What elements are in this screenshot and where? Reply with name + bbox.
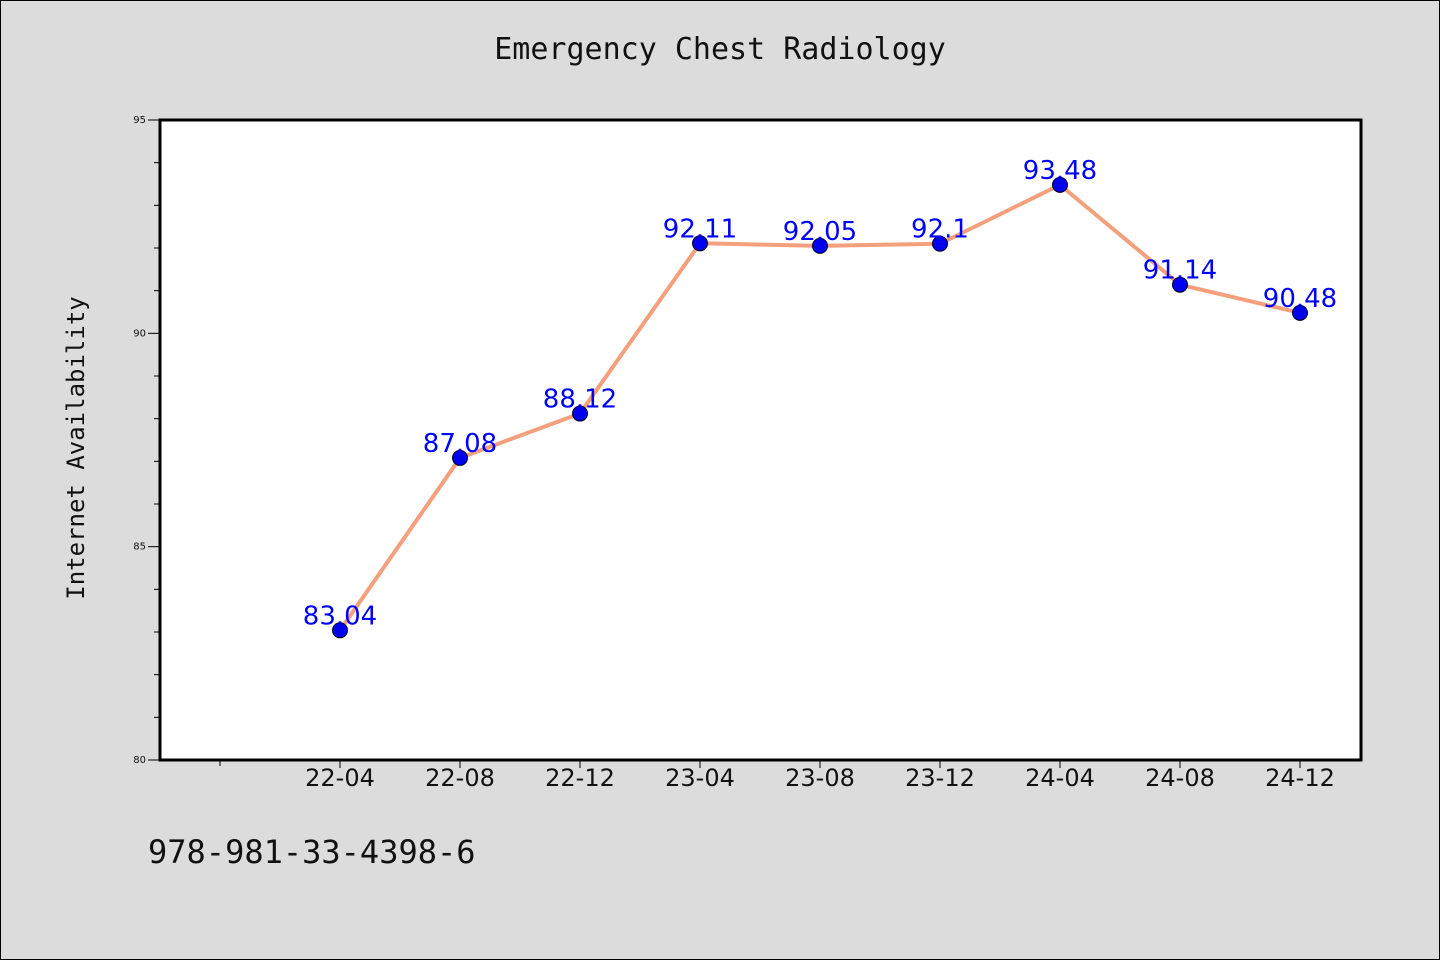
data-label: 88.12 — [543, 385, 617, 415]
data-label: 83.04 — [303, 601, 377, 631]
data-labels: 83.04 87.08 88.12 92.11 92.05 92.1 93.48 91.14 9… — [303, 156, 1337, 631]
x-tick-label: 22-04 — [305, 764, 375, 792]
data-series — [332, 176, 1308, 639]
data-label: 92.11 — [663, 214, 737, 244]
data-label: 93.48 — [1023, 156, 1097, 186]
x-tick-label: 22-08 — [425, 764, 495, 792]
data-point — [932, 235, 948, 252]
isbn-code: 978-981-33-4398-6 — [148, 833, 476, 871]
data-label: 91.14 — [1143, 256, 1217, 286]
x-tick-label: 24-12 — [1265, 764, 1335, 792]
data-label: 92.1 — [911, 215, 969, 245]
y-tick-label: 90 — [133, 328, 146, 339]
data-point — [1292, 304, 1308, 321]
x-axis-ticks: 22-04 22-08 22-12 23-04 23-08 23-12 24-04 24-08… — [219, 760, 1335, 792]
y-tick-label: 95 — [133, 115, 146, 126]
x-tick-label: 22-12 — [545, 764, 615, 792]
x-tick-label: 23-12 — [905, 764, 975, 792]
data-label: 87.08 — [423, 429, 497, 459]
y-tick-label: 80 — [133, 755, 146, 766]
chart-title: Emergency Chest Radiology — [494, 32, 946, 67]
y-axis-ticks: 80 85 90 95 — [133, 115, 160, 766]
data-point — [572, 405, 588, 422]
plot-area — [158, 118, 1363, 762]
x-tick-label: 24-04 — [1025, 764, 1095, 792]
data-label: 90.48 — [1263, 284, 1337, 314]
data-point — [692, 235, 708, 252]
x-tick-label: 23-08 — [785, 764, 855, 792]
y-tick-label: 85 — [133, 542, 146, 553]
data-point — [1172, 276, 1188, 293]
x-tick-label: 23-04 — [665, 764, 735, 792]
data-point — [332, 622, 348, 639]
data-point — [452, 449, 468, 466]
data-label: 92.05 — [783, 217, 857, 247]
data-point — [812, 237, 828, 254]
data-point — [1052, 176, 1068, 193]
x-tick-label: 24-08 — [1145, 764, 1215, 792]
